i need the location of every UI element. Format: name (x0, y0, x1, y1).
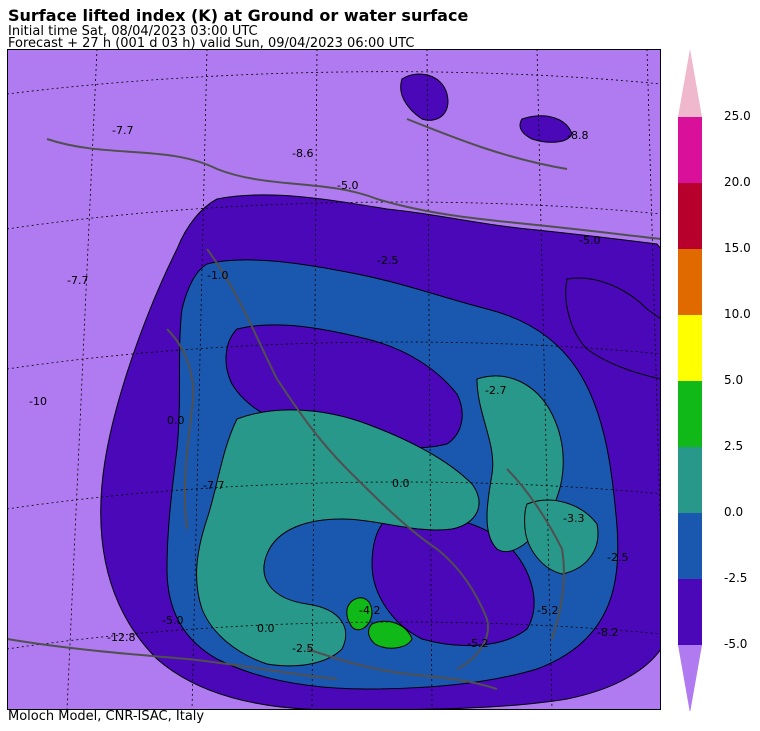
colorbar-tick-label: 20.0 (724, 175, 751, 189)
colorbar-bin (678, 381, 702, 447)
colorbar-tick-label: 0.0 (724, 505, 744, 519)
map-title: Surface lifted index (K) at Ground or wa… (8, 6, 469, 25)
contour-label: -8.8 (567, 129, 588, 142)
region-teal (196, 409, 480, 667)
colorbar-tick-label: 10.0 (724, 307, 751, 321)
contour-label: -5.2 (537, 604, 558, 617)
contour-label: -2.7 (485, 384, 506, 397)
colorbar-tick-label: -5.0 (724, 637, 748, 651)
contour-label: -8.6 (292, 147, 313, 160)
colorbar-cap-bottom (678, 645, 702, 711)
contour-label: -2.5 (377, 254, 398, 267)
contour-label: -3.3 (563, 512, 584, 525)
contour-label: -5.0 (579, 234, 600, 247)
contour-label: -5.0 (162, 614, 183, 627)
colorbar (678, 49, 702, 711)
contour-label: -2.5 (607, 551, 628, 564)
initial-time: Initial time Sat, 08/04/2023 03:00 UTC (8, 24, 258, 39)
contour-label: 0.0 (167, 414, 185, 427)
contour-label: -5.2 (467, 637, 488, 650)
contour-label: -8.2 (597, 626, 618, 639)
colorbar-bin (678, 183, 702, 249)
contour-label: -2.5 (292, 642, 313, 655)
contour-label: 0.0 (257, 622, 275, 635)
contour-label: -7.7 (112, 124, 133, 137)
colorbar-bin (678, 447, 702, 513)
colorbar-bin (678, 315, 702, 381)
colorbar-bin (678, 579, 702, 645)
contour-label: -10 (29, 395, 47, 408)
colorbar-bin (678, 513, 702, 579)
contour-label: -5.0 (337, 179, 358, 192)
contour-label: 0.0 (392, 477, 410, 490)
contour-label: -7.7 (203, 479, 224, 492)
colorbar-bin (678, 117, 702, 183)
contour-label: -12.8 (107, 631, 135, 644)
forecast-time: Forecast + 27 h (001 d 03 h) valid Sun, … (8, 36, 415, 51)
contour-label: -4.2 (359, 604, 380, 617)
lifted-index-map: -7.7 -8.8 -8.6 -5.0 -1.0 -2.5 -7.7 -5.0 … (7, 49, 661, 710)
colorbar-cap-top (678, 49, 702, 117)
colorbar-tick-label: 5.0 (724, 373, 744, 387)
colorbar-tick-label: 2.5 (724, 439, 744, 453)
footer-credit: Moloch Model, CNR-ISAC, Italy (8, 709, 205, 724)
colorbar-tick-label: 25.0 (724, 109, 751, 123)
colorbar-tick-label: -2.5 (724, 571, 748, 585)
colorbar-bin (678, 249, 702, 315)
region-green (346, 597, 373, 631)
contour-label: -1.0 (207, 269, 228, 282)
colorbar-tick-label: 15.0 (724, 241, 751, 255)
contour-label: -7.7 (67, 274, 88, 287)
